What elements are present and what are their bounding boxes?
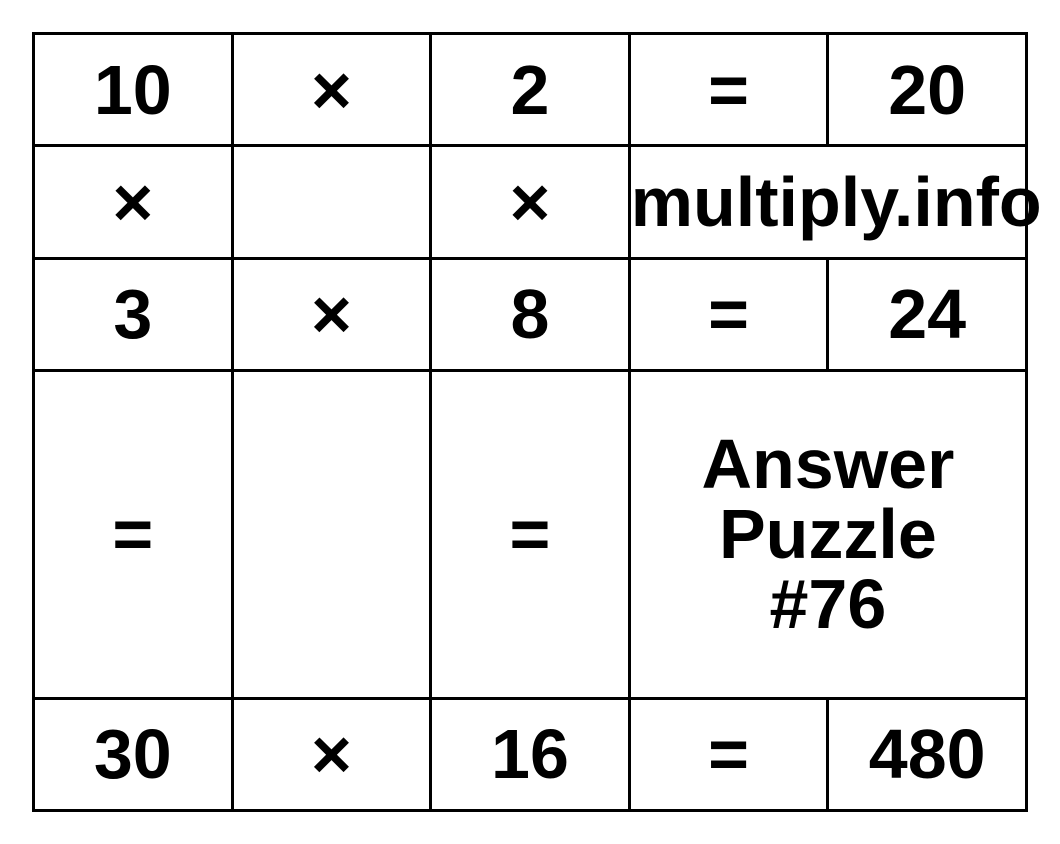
equals-cell: = [431,370,630,698]
result-cell: 24 [828,258,1027,370]
site-label-cell: multiply.info [629,146,1026,258]
table-row: = = Answer Puzzle#76 [34,370,1027,698]
operand-cell: 16 [431,698,630,810]
result-cell: 480 [828,698,1027,810]
result-cell: 20 [828,34,1027,146]
table-row: 10 × 2 = 20 [34,34,1027,146]
table-row: 30 × 16 = 480 [34,698,1027,810]
operator-cell: × [232,698,431,810]
equals-cell: = [629,34,828,146]
equals-cell: = [629,698,828,810]
equals-cell: = [629,258,828,370]
operand-cell: 2 [431,34,630,146]
result-cell: 30 [34,698,233,810]
operator-cell: × [431,146,630,258]
operand-cell: 10 [34,34,233,146]
table-row: × × multiply.info [34,146,1027,258]
operator-cell: × [232,34,431,146]
puzzle-number-cell: Answer Puzzle#76 [629,370,1026,698]
operand-cell: 8 [431,258,630,370]
multiplication-puzzle-grid: 10 × 2 = 20 × × multiply.info 3 × 8 = 24 [32,32,1028,812]
equals-cell: = [34,370,233,698]
table-row: 3 × 8 = 24 [34,258,1027,370]
operator-cell: × [34,146,233,258]
operand-cell: 3 [34,258,233,370]
blank-cell [232,146,431,258]
blank-cell [232,370,431,698]
operator-cell: × [232,258,431,370]
